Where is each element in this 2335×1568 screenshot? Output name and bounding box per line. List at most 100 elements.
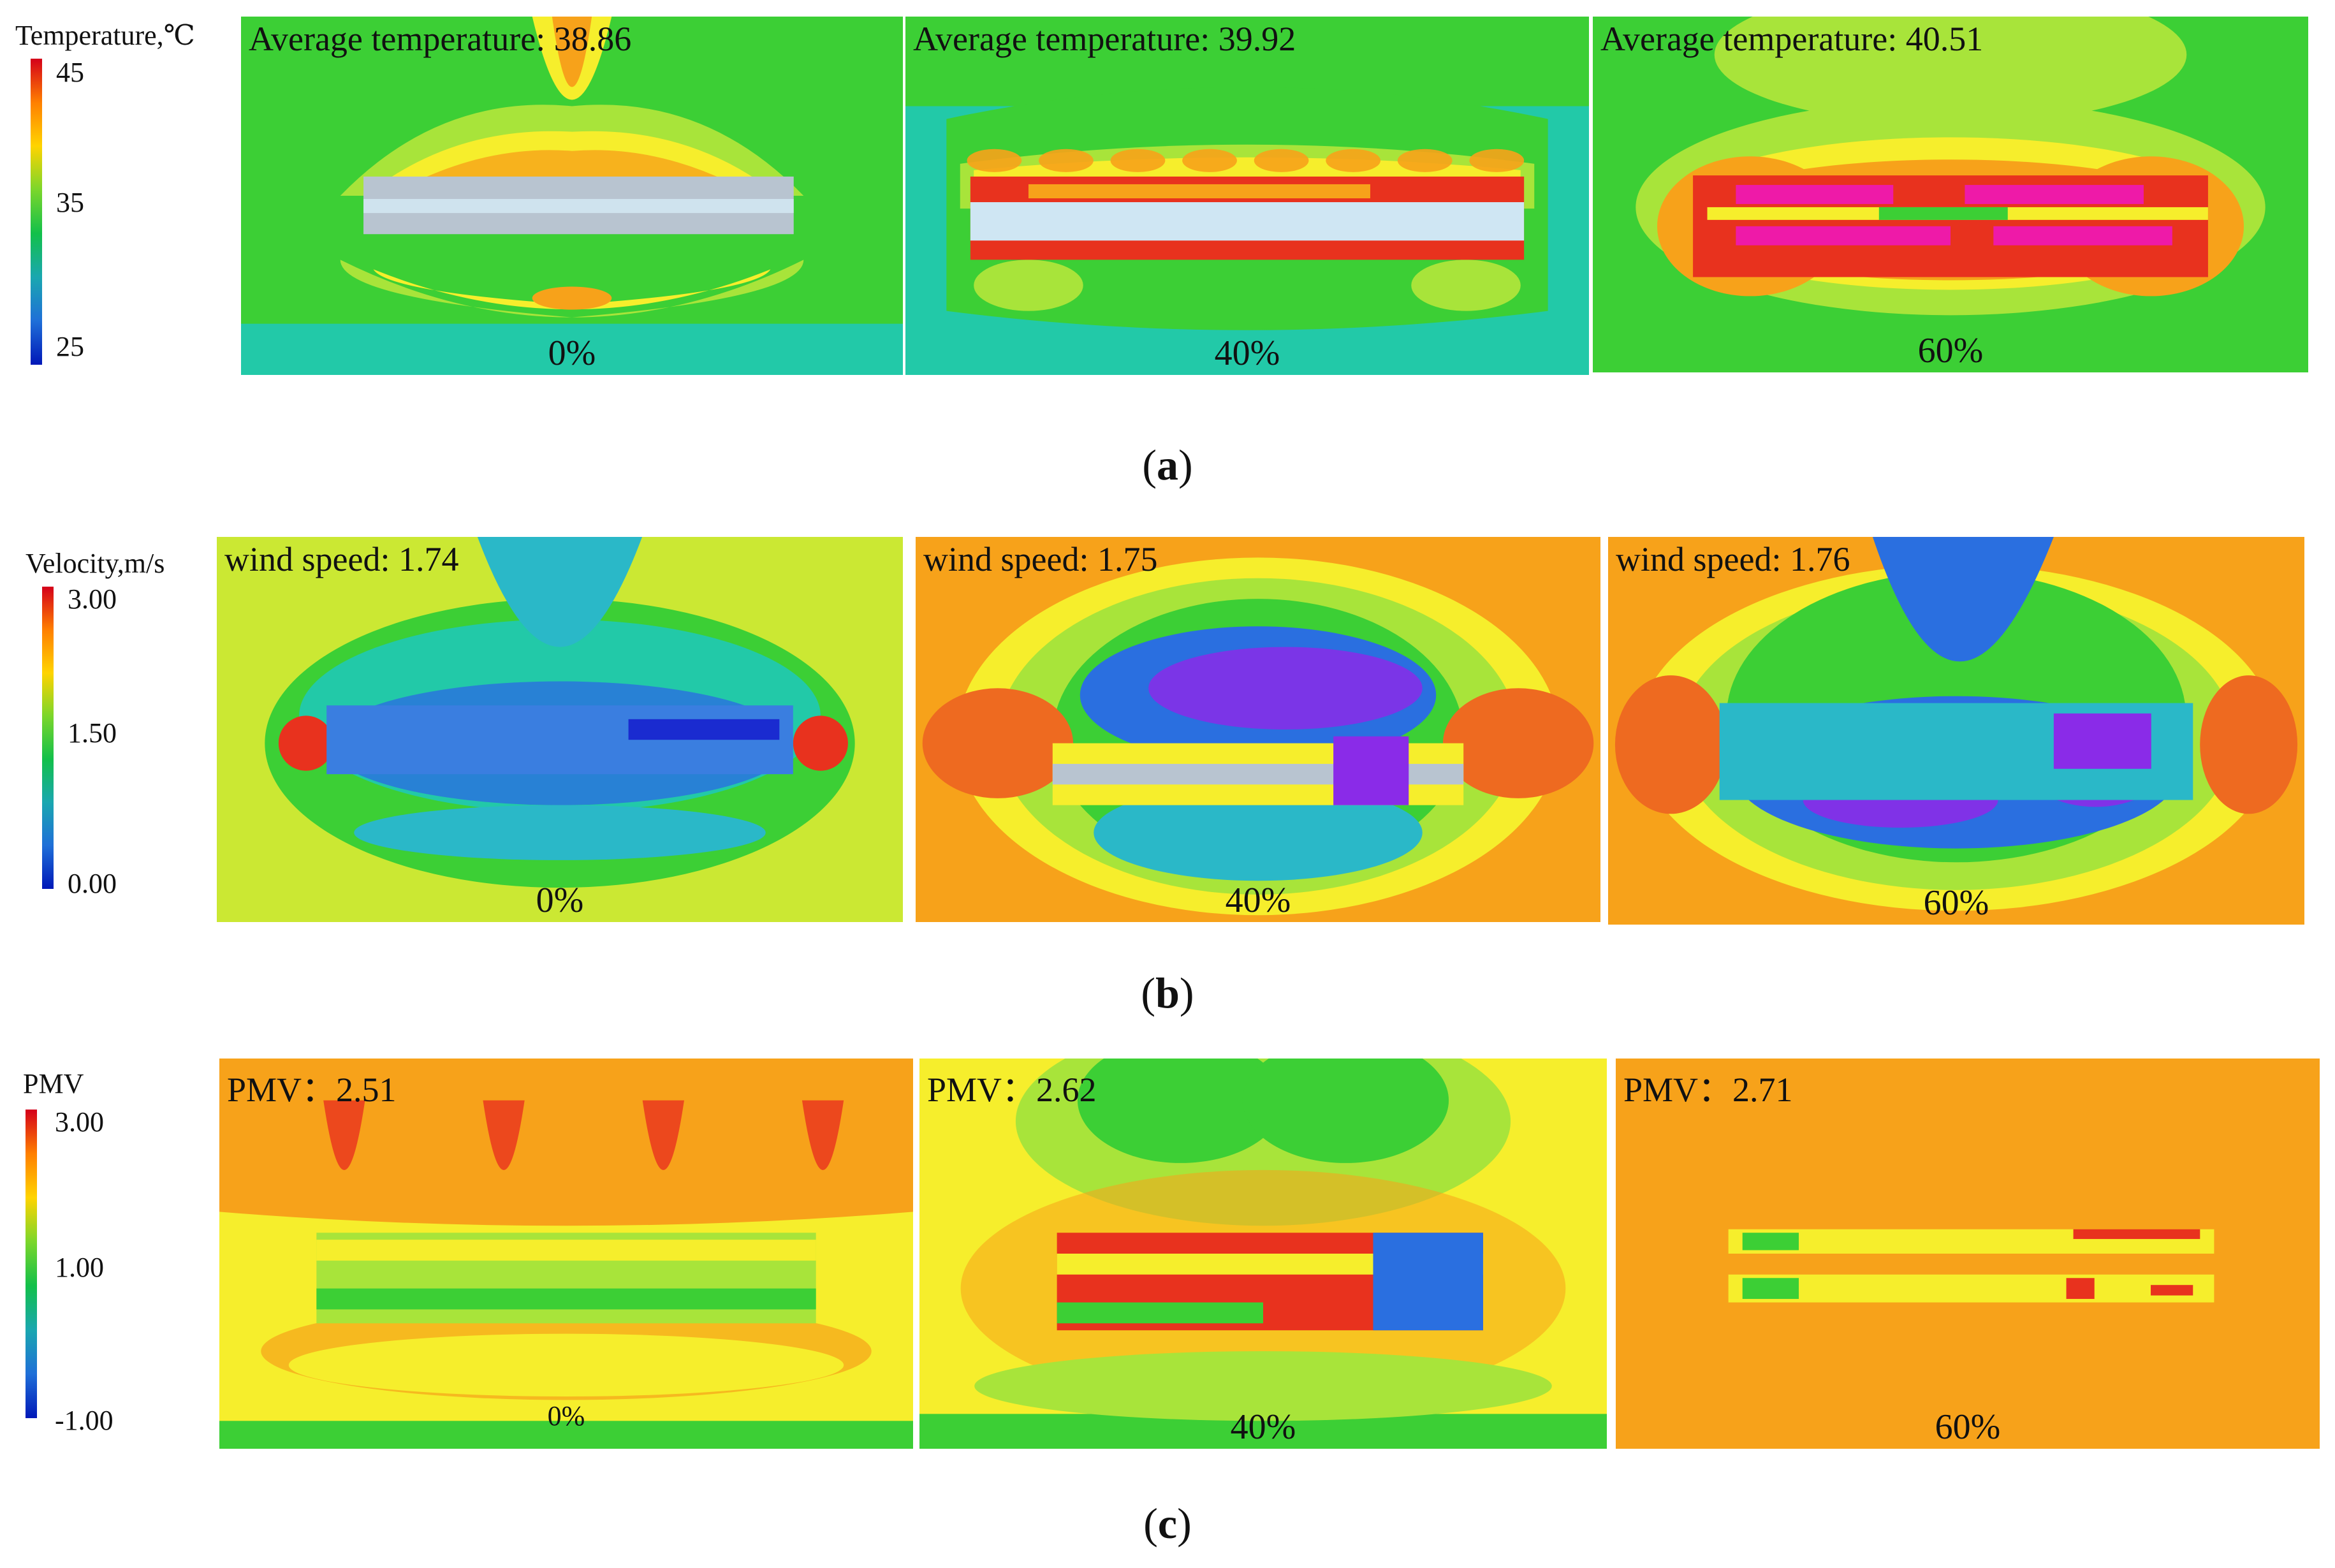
wind-speed-label: wind speed: 1.75 [923, 540, 1158, 578]
legend-tick-max: 3.00 [55, 1106, 104, 1138]
contour-region [483, 1100, 525, 1170]
contour-region [241, 323, 903, 375]
contour-plot [219, 1059, 913, 1449]
pmv-label: PMV：2.71 [1623, 1071, 1793, 1109]
contour-region [967, 149, 1022, 172]
average-temperature-label: Average temperature: 38.86 [249, 20, 632, 58]
vehicle-body [2066, 1278, 2095, 1300]
velocity-colorbar [42, 587, 54, 889]
vehicle-body [1028, 184, 1370, 199]
contour-panel: PMV：2.62 40% [919, 1059, 1607, 1449]
pmv-colorbar [26, 1110, 37, 1418]
contour-panel: Average temperature: 38.86 0% [241, 17, 903, 375]
ratio-label: 0% [547, 1400, 585, 1432]
contour-region [354, 805, 766, 860]
contour-region [1182, 149, 1237, 172]
contour-panel: PMV：2.71 60% [1616, 1059, 2320, 1449]
caption-c: (c) [1143, 1499, 1192, 1548]
legend-tick-min: 0.00 [68, 868, 117, 899]
contour-region [1714, 17, 2187, 125]
ratio-label: 40% [1225, 881, 1291, 920]
vehicle-body [316, 1240, 816, 1261]
vehicle-body [1736, 226, 1951, 245]
vehicle-body [628, 719, 780, 740]
vehicle-body [970, 202, 1525, 241]
ratio-label: 60% [1935, 1407, 2001, 1447]
vehicle-body [1965, 185, 2144, 204]
contour-panel: Average temperature: 39.92 40% [905, 17, 1589, 375]
vehicle-body [1742, 1233, 1799, 1250]
vehicle-body [1742, 1278, 1799, 1300]
vehicle-body [2053, 713, 2151, 769]
contour-region [1148, 647, 1423, 729]
vehicle-body [326, 705, 793, 775]
pmv-label: PMV：2.62 [927, 1071, 1097, 1109]
contour-panel: wind speed: 1.75 40% [916, 537, 1600, 922]
contour-region [1614, 675, 1727, 814]
caption-a: (a) [1142, 441, 1193, 489]
contour-region [974, 1351, 1552, 1421]
vehicle-body [363, 199, 794, 214]
legend-tick-min: -1.00 [55, 1405, 113, 1436]
legend-title: Temperature,℃ [15, 20, 195, 51]
contour-region [1094, 784, 1423, 881]
contour-plot [241, 17, 903, 375]
contour-region [532, 286, 612, 310]
temperature-colorbar [31, 59, 42, 365]
contour-region [1442, 688, 1594, 798]
contour-region [802, 1100, 844, 1170]
contour-region [642, 1100, 684, 1170]
contour-region [793, 715, 848, 771]
average-temperature-label: Average temperature: 39.92 [913, 20, 1296, 58]
contour-region [1326, 149, 1381, 172]
contour-region [323, 1100, 365, 1170]
contour-plot [1593, 17, 2308, 372]
pmv-label: PMV：2.51 [227, 1071, 397, 1109]
ratio-label: 60% [1923, 883, 1989, 923]
contour-region [278, 715, 333, 771]
caption-letter: c [1157, 1499, 1178, 1548]
vehicle-body [1057, 1302, 1263, 1324]
ratio-label: 40% [1214, 333, 1280, 373]
contour-region [1254, 149, 1309, 172]
contour-panel: wind speed: 1.74 0% [217, 537, 903, 922]
contour-region [922, 688, 1074, 798]
legend-title: PMV [23, 1068, 84, 1099]
vehicle-body [1728, 1274, 2214, 1303]
average-temperature-label: Average temperature: 40.51 [1600, 20, 1984, 58]
contour-region [477, 537, 643, 647]
vehicle-body [1736, 185, 1894, 204]
contour-region [1077, 1059, 1284, 1163]
caption-letter: b [1155, 969, 1180, 1017]
contour-region [219, 1059, 913, 1226]
contour-panel: Average temperature: 40.51 60% [1593, 17, 2308, 372]
vehicle-body [1333, 736, 1409, 805]
contour-region [2200, 675, 2298, 814]
contour-region [219, 1421, 913, 1449]
vehicle-body [1373, 1233, 1483, 1331]
contour-region [413, 150, 731, 183]
contour-region [1110, 149, 1166, 172]
contour-panel: wind speed: 1.76 60% [1608, 537, 2304, 925]
legend-tick-mid: 1.00 [55, 1252, 104, 1283]
contour-plot [1608, 537, 2304, 925]
legend-tick-mid: 35 [56, 187, 84, 218]
contour-region [288, 1333, 844, 1397]
vehicle-body [1878, 207, 2008, 220]
ratio-label: 40% [1230, 1407, 1296, 1447]
contour-plot [905, 17, 1589, 375]
wind-speed-label: wind speed: 1.74 [224, 540, 459, 578]
vehicle-body [1993, 226, 2172, 245]
contour-plot [919, 1059, 1607, 1449]
contour-panel: PMV：2.51 0% [219, 1059, 913, 1449]
ratio-label: 0% [548, 333, 596, 373]
ratio-label: 60% [1917, 331, 1984, 370]
legend-tick-max: 45 [56, 57, 84, 88]
caption-letter: a [1157, 441, 1178, 489]
vehicle-body [2073, 1229, 2200, 1240]
contour-plot [217, 537, 903, 922]
contour-region [974, 260, 1083, 311]
contour-region [1469, 149, 1525, 172]
wind-speed-label: wind speed: 1.76 [1616, 540, 1850, 578]
legend-tick-mid: 1.50 [68, 717, 117, 749]
